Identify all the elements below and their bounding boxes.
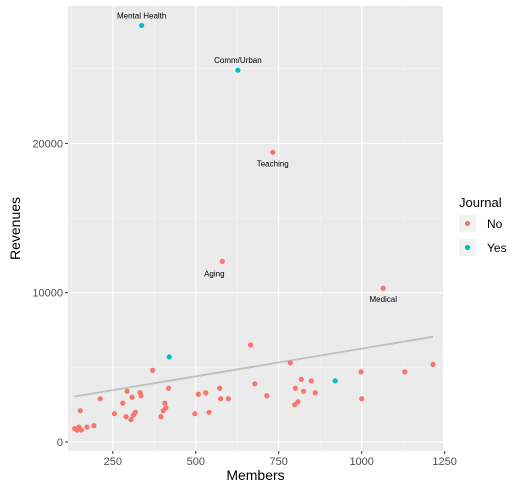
point-no [77, 408, 83, 414]
legend-title: Journal [459, 195, 502, 210]
trendline [74, 335, 434, 398]
legend-label-yes: Yes [487, 241, 507, 255]
point-no [206, 409, 212, 415]
y-axis-ticks: 0 10000 20000 [32, 138, 68, 449]
point-no [292, 385, 298, 391]
point-no [138, 393, 144, 399]
data-points [72, 22, 436, 433]
legend-label-no: No [487, 217, 503, 231]
point-no [264, 393, 270, 399]
point-no [124, 388, 130, 394]
point-no [301, 388, 307, 394]
point-no [247, 342, 254, 348]
point-no [380, 285, 386, 291]
point-no [358, 369, 364, 375]
y-tick-label: 10000 [32, 288, 63, 300]
x-axis-ticks: 250 500 750 1000 1250 [104, 451, 457, 468]
point-no [298, 376, 304, 382]
point-no [128, 417, 134, 423]
annotation-label: Aging [204, 269, 224, 278]
point-yes [332, 378, 338, 384]
point-no [218, 396, 224, 402]
point-no [287, 360, 293, 366]
point-no [402, 369, 408, 375]
point-no [165, 385, 172, 391]
point-no [91, 423, 97, 429]
point-no [84, 424, 90, 430]
annotation-label: Teaching [257, 159, 289, 168]
x-tick-label: 750 [270, 456, 288, 468]
x-tick-label: 1250 [432, 456, 456, 468]
legend-marker-no [464, 220, 471, 227]
grid-minor [68, 6, 443, 451]
point-no [111, 411, 118, 417]
point-no [129, 394, 135, 400]
point-no [359, 396, 365, 402]
point-no [252, 381, 258, 387]
annotation-label: Comm/Urban [214, 56, 262, 65]
point-no [219, 258, 225, 264]
annotation-label: Medical [369, 295, 397, 304]
point-no [225, 396, 231, 402]
x-tick-label: 250 [104, 456, 122, 468]
point-yes [139, 22, 145, 29]
point-no [163, 405, 169, 411]
panel-background [68, 6, 443, 451]
point-annotations: Mental Health Comm/Urban Teaching Aging Medi… [117, 11, 397, 304]
point-no [192, 411, 198, 417]
point-yes [235, 67, 241, 73]
point-no [132, 409, 138, 415]
annotation-label: Mental Health [117, 11, 166, 20]
point-no [270, 149, 276, 155]
y-tick-label: 0 [57, 437, 63, 449]
point-no [123, 414, 129, 420]
point-no [97, 396, 103, 402]
point-no [158, 414, 164, 420]
point-no [203, 390, 209, 396]
point-no [312, 390, 318, 396]
point-no [195, 391, 202, 397]
x-tick-label: 500 [187, 456, 205, 468]
point-no [217, 385, 223, 391]
legend-marker-yes [464, 244, 471, 251]
x-tick-label: 1000 [349, 456, 373, 468]
legend: Journal No Yes [459, 195, 507, 256]
point-no [308, 378, 314, 384]
y-tick-label: 20000 [32, 138, 63, 150]
point-yes [166, 354, 172, 360]
point-no [292, 402, 298, 408]
point-no [295, 399, 301, 405]
point-no [150, 367, 156, 373]
y-axis-title: Revenues [7, 197, 23, 260]
point-no [162, 400, 168, 406]
point-no [430, 361, 436, 367]
point-no [120, 400, 126, 406]
x-axis-title: Members [226, 467, 284, 483]
point-no [78, 427, 84, 433]
